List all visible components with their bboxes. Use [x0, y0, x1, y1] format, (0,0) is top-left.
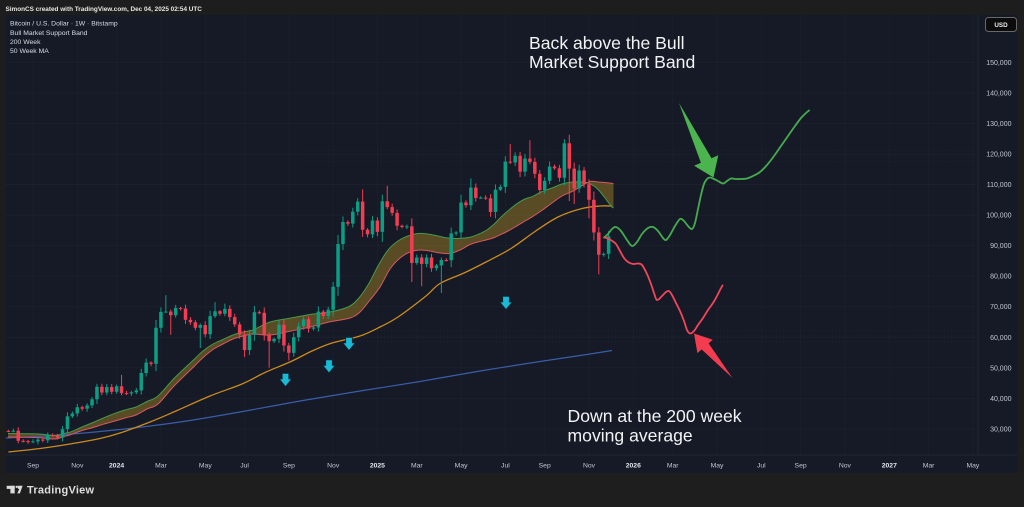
svg-text:Bitcoin / U.S. Dollar · 1W · B: Bitcoin / U.S. Dollar · 1W · Bitstamp — [10, 21, 118, 28]
svg-text:Nov: Nov — [71, 463, 84, 470]
svg-text:130,000: 130,000 — [986, 121, 1011, 128]
svg-text:USD: USD — [994, 22, 1008, 29]
svg-text:60,000: 60,000 — [990, 335, 1012, 342]
svg-text:2026: 2026 — [626, 463, 641, 470]
svg-text:Mar: Mar — [155, 463, 167, 470]
svg-text:Sep: Sep — [27, 463, 39, 470]
svg-text:Jul: Jul — [757, 463, 766, 470]
svg-text:50,000: 50,000 — [990, 365, 1012, 372]
svg-text:May: May — [966, 463, 979, 470]
svg-text:2027: 2027 — [882, 463, 897, 470]
svg-text:200 Week: 200 Week — [10, 39, 41, 46]
svg-text:30,000: 30,000 — [990, 426, 1012, 433]
svg-text:Market Support Band: Market Support Band — [529, 52, 695, 72]
svg-text:moving average: moving average — [568, 426, 693, 446]
svg-text:Sep: Sep — [795, 463, 807, 470]
svg-text:Mar: Mar — [667, 463, 679, 470]
svg-text:Sep: Sep — [539, 463, 551, 470]
svg-text:Nov: Nov — [583, 463, 596, 470]
svg-text:Sep: Sep — [283, 463, 295, 470]
svg-text:May: May — [711, 463, 724, 470]
svg-text:Nov: Nov — [327, 463, 340, 470]
svg-text:140,000: 140,000 — [986, 90, 1011, 97]
svg-text:120,000: 120,000 — [986, 151, 1011, 158]
svg-text:Mar: Mar — [923, 463, 935, 470]
svg-text:90,000: 90,000 — [990, 243, 1012, 250]
svg-text:110,000: 110,000 — [987, 182, 1012, 189]
svg-text:May: May — [199, 463, 212, 470]
svg-text:2025: 2025 — [370, 463, 385, 470]
svg-text:70,000: 70,000 — [990, 304, 1012, 311]
svg-text:Bull Market Support Band: Bull Market Support Band — [10, 30, 88, 37]
svg-text:40,000: 40,000 — [990, 396, 1012, 403]
svg-text:Back above the Bull: Back above the Bull — [529, 33, 685, 53]
svg-text:Nov: Nov — [839, 463, 852, 470]
svg-text:100,000: 100,000 — [986, 213, 1011, 220]
svg-text:150,000: 150,000 — [986, 60, 1011, 67]
svg-text:TradingView: TradingView — [27, 485, 95, 497]
svg-text:Jul: Jul — [240, 463, 249, 470]
svg-text:50 Week MA: 50 Week MA — [10, 48, 49, 55]
svg-text:May: May — [455, 463, 468, 470]
svg-text:Down at the 200 week: Down at the 200 week — [568, 406, 742, 426]
svg-text:Jul: Jul — [501, 463, 510, 470]
svg-text:2024: 2024 — [109, 463, 124, 470]
svg-text:Mar: Mar — [411, 463, 423, 470]
svg-text:80,000: 80,000 — [990, 274, 1012, 281]
svg-text:SimonCS created with TradingVi: SimonCS created with TradingView.com, De… — [6, 6, 203, 13]
